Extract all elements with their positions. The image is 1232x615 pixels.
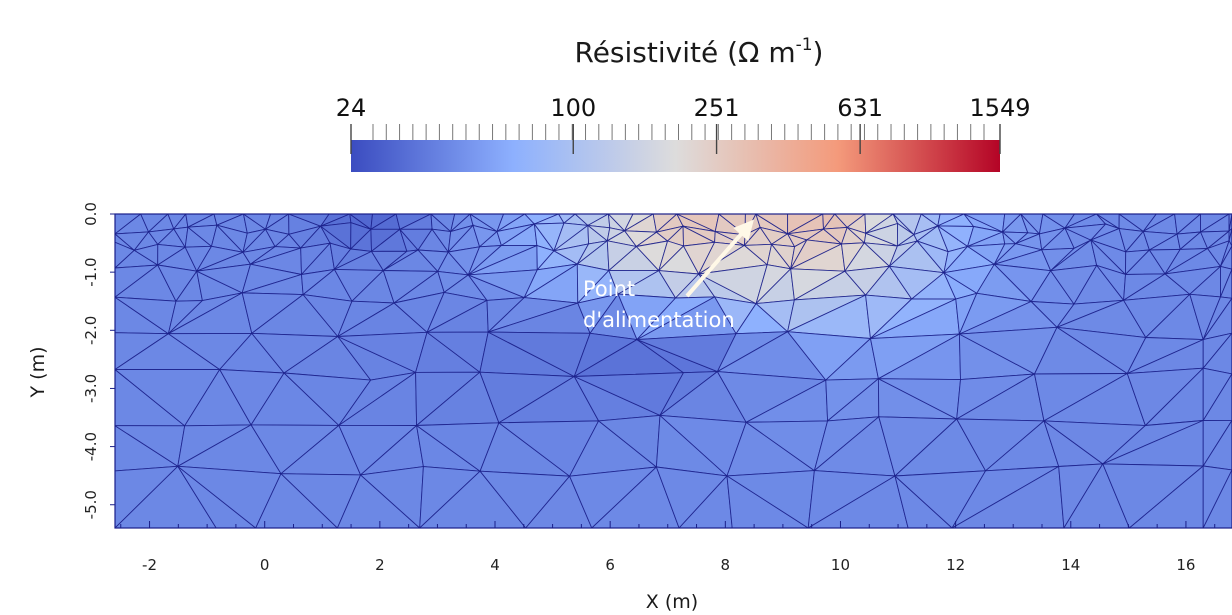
- x-tick-label: 12: [946, 556, 965, 574]
- y-tick-label: -2.0: [82, 316, 100, 345]
- x-tick-label: 6: [605, 556, 615, 574]
- colorbar-minor-ticks: [372, 124, 985, 140]
- colorbar-tick-label: 24: [336, 94, 367, 122]
- y-tick-label: -5.0: [82, 490, 100, 519]
- x-tick-label: 10: [831, 556, 850, 574]
- y-tick-label: -3.0: [82, 374, 100, 403]
- colorbar-title-sup: -1: [796, 35, 813, 55]
- y-tick-label: 0.0: [82, 202, 100, 226]
- y-tick-label: -1.0: [82, 257, 100, 286]
- colorbar-tick-label: 631: [837, 94, 883, 122]
- x-tick-label: 0: [260, 556, 270, 574]
- x-tick-label: 8: [721, 556, 731, 574]
- annotation-line-1: Point: [583, 277, 635, 301]
- x-tick-label: 2: [375, 556, 385, 574]
- colorbar-tick-label: 100: [550, 94, 596, 122]
- x-tick-label: 16: [1176, 556, 1195, 574]
- colorbar-title-main: Résistivité (Ω m: [575, 36, 796, 69]
- y-tick-label: -4.0: [82, 432, 100, 461]
- colorbar-bar: [351, 140, 1000, 172]
- x-axis: -2 0 2 4 6 8 10 12 14 16: [120, 521, 1216, 574]
- annotation-line-2: d'alimentation: [583, 308, 735, 332]
- plot-frame: [114, 213, 1232, 529]
- y-axis: 0.0 -1.0 -2.0 -3.0 -4.0 -5.0: [82, 202, 115, 519]
- x-tick-label: -2: [142, 556, 157, 574]
- colorbar-tick-label: 1549: [969, 94, 1030, 122]
- x-axis-label: X (m): [646, 591, 698, 613]
- x-tick-label: 4: [490, 556, 500, 574]
- colorbar-major-ticks: 24 100 251 631 1549: [336, 94, 1031, 154]
- y-axis-label: Y (m): [27, 347, 49, 399]
- mesh-cell: [1202, 469, 1232, 528]
- colorbar: 24 100 251 631 1549: [336, 94, 1031, 172]
- colorbar-title: Résistivité (Ω m-1): [575, 35, 824, 69]
- annotation-arrow: [685, 219, 754, 298]
- colorbar-tick-label: 251: [694, 94, 740, 122]
- colorbar-title-end: ): [813, 36, 824, 69]
- feed-point-annotation: Point d'alimentation: [583, 219, 754, 332]
- x-tick-label: 14: [1061, 556, 1080, 574]
- mesh-cells: [115, 214, 1232, 528]
- plot-area: [115, 214, 1232, 528]
